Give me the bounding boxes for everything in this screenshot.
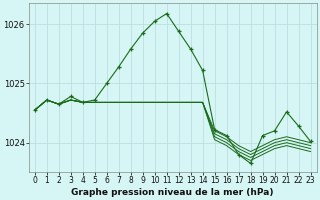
- X-axis label: Graphe pression niveau de la mer (hPa): Graphe pression niveau de la mer (hPa): [71, 188, 274, 197]
